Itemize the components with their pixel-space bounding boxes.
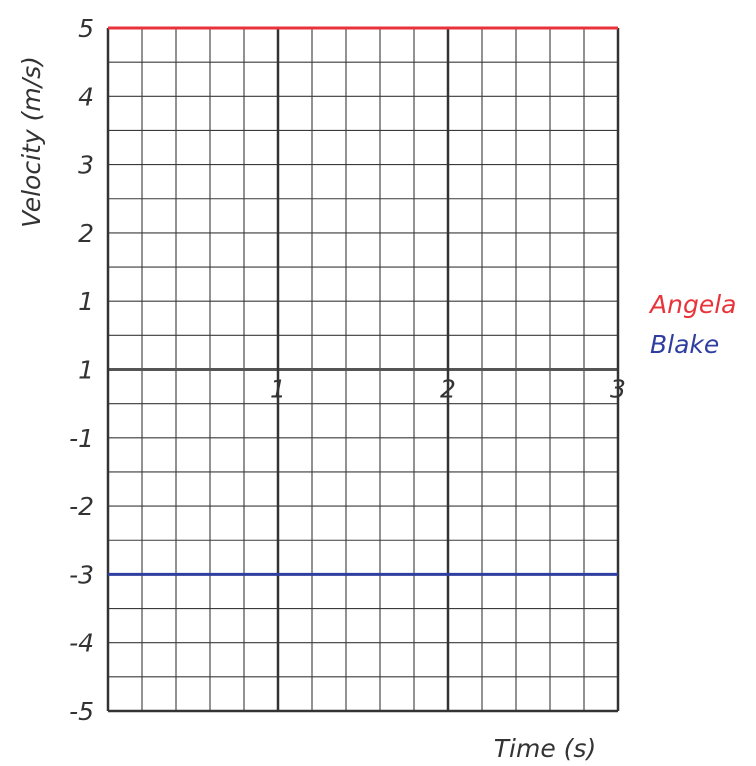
x-tick-label: 3 bbox=[610, 375, 626, 404]
x-tick-label: 2 bbox=[440, 375, 456, 404]
legend: Angela Blake bbox=[648, 290, 736, 359]
y-tick-label: 2 bbox=[78, 219, 94, 248]
y-tick-label: -4 bbox=[69, 629, 94, 658]
axes bbox=[106, 28, 620, 713]
y-axis-title: Velocity (m/s) bbox=[17, 56, 46, 228]
y-tick-label: -3 bbox=[69, 560, 94, 589]
y-tick-labels: 5 4 3 2 1 1 -1 -2 -3 -4 -5 bbox=[69, 14, 94, 726]
y-tick-label: 3 bbox=[78, 151, 94, 180]
y-tick-label: -2 bbox=[69, 492, 94, 521]
y-tick-label: 5 bbox=[78, 14, 94, 43]
x-tick-labels: 1 2 3 bbox=[270, 375, 626, 404]
legend-label-blake: Blake bbox=[650, 330, 719, 359]
series-lines bbox=[108, 26, 618, 576]
x-axis-title: Time (s) bbox=[494, 734, 596, 763]
legend-label-angela: Angela bbox=[648, 290, 736, 319]
y-tick-label: 1 bbox=[78, 356, 94, 385]
y-tick-label: 1 bbox=[78, 287, 94, 316]
y-tick-label: 4 bbox=[78, 82, 94, 111]
y-tick-label: -5 bbox=[69, 697, 94, 726]
y-tick-label: -1 bbox=[69, 424, 94, 453]
x-tick-label: 1 bbox=[270, 375, 286, 404]
